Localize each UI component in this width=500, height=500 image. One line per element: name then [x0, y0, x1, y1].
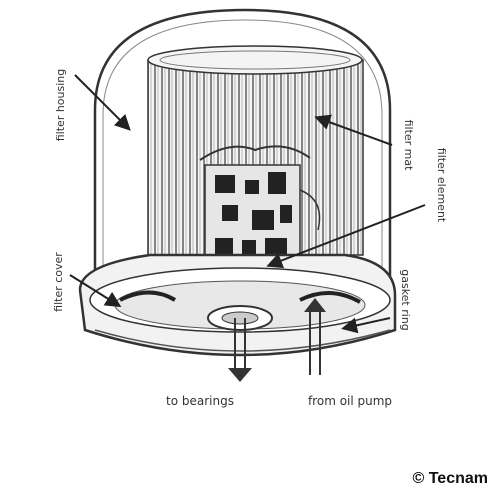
leader-filter-housing [74, 74, 131, 131]
from-oil-pump-pipe [304, 298, 326, 375]
leader-filter-element [266, 204, 426, 269]
filter-cover [78, 253, 397, 357]
label-filter-cover: filter cover [52, 252, 65, 312]
label-filter-element: filter element [435, 148, 448, 223]
label-filter-housing: filter housing [54, 69, 67, 142]
filter-element [199, 145, 321, 271]
leader-filter-mat [314, 114, 393, 146]
filter-housing-shell [93, 8, 392, 280]
leader-gasket-ring [341, 317, 391, 334]
label-gasket-ring: gasket ring [399, 269, 412, 331]
filter-housing-inner-edge [102, 19, 383, 280]
credit-text: © Tecnam [412, 470, 488, 487]
label-from-oil-pump: from oil pump [308, 394, 392, 408]
label-to-bearings: to bearings [166, 394, 234, 408]
leader-filter-cover [69, 274, 122, 308]
to-bearings-pipe [228, 318, 252, 382]
label-filter-mat: filter mat [402, 120, 415, 172]
